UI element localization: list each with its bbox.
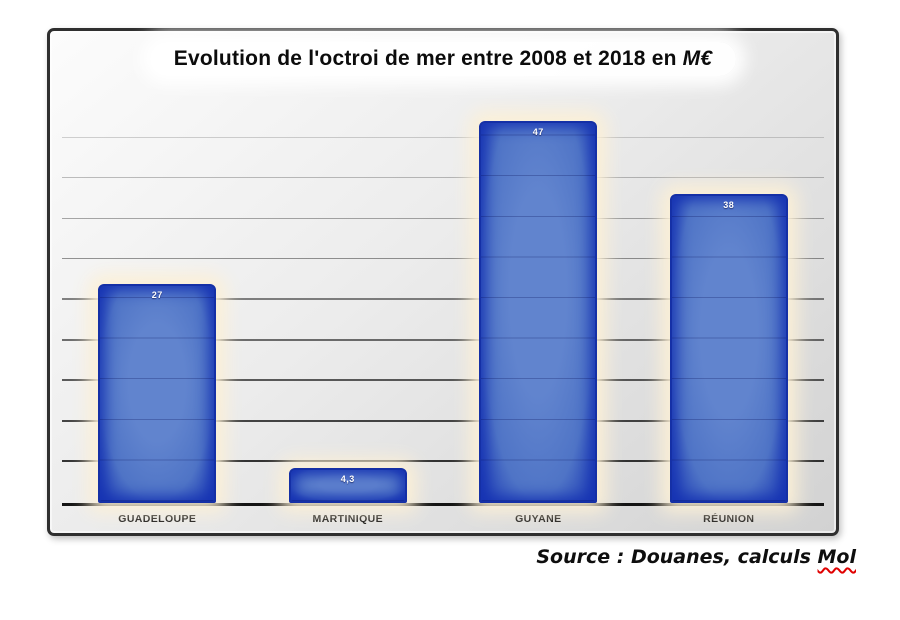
- bar-guyane: 47: [479, 121, 598, 503]
- category-axis: GUADELOUPE MARTINIQUE GUYANE RÉUNION: [62, 510, 824, 534]
- chart-frame: Evolution de l'octroi de mer entre 2008 …: [47, 28, 839, 536]
- bar-gridline-overlay: [481, 123, 596, 501]
- gridline: [62, 136, 824, 138]
- category-label-guyane: GUYANE: [515, 513, 562, 525]
- bar-value-label: 38: [723, 200, 735, 211]
- gridline: [62, 217, 824, 219]
- category-label-martinique: MARTINIQUE: [312, 513, 384, 525]
- bar-value-label: 47: [532, 127, 544, 138]
- chart-title-prefix: Evolution de l'octroi de mer entre 2008 …: [173, 47, 683, 70]
- source-flagged-word: Mol: [817, 546, 856, 568]
- bar-gridline-overlay: [290, 470, 405, 501]
- bar-réunion: 38: [669, 194, 788, 503]
- chart-title-text: Evolution de l'octroi de mer entre 2008 …: [149, 42, 737, 76]
- chart-title-unit: M€: [682, 47, 713, 70]
- chart-title: Evolution de l'octroi de mer entre 2008 …: [50, 42, 836, 76]
- gridline: [62, 177, 824, 179]
- plot-area: 27 4,3 47 38: [62, 97, 824, 506]
- bar-gridline-overlay: [100, 285, 215, 501]
- bar-guadeloupe: 27: [98, 283, 217, 503]
- gridline: [62, 419, 824, 422]
- bar-martinique: 4,3: [288, 468, 407, 503]
- category-label-réunion: RÉUNION: [703, 513, 755, 525]
- gridline: [62, 258, 824, 260]
- bar-gridline-overlay: [671, 196, 786, 501]
- gridline: [62, 298, 824, 300]
- gridline: [62, 338, 824, 341]
- gridline: [62, 460, 824, 463]
- bar-value-label: 4,3: [340, 474, 355, 485]
- gridline: [62, 379, 824, 382]
- bar-value-label: 27: [151, 289, 163, 300]
- source-text: Source : Douanes, calculs: [536, 546, 818, 568]
- category-label-guadeloupe: GUADELOUPE: [118, 513, 197, 525]
- source-caption: Source : Douanes, calculs Mol: [536, 546, 856, 568]
